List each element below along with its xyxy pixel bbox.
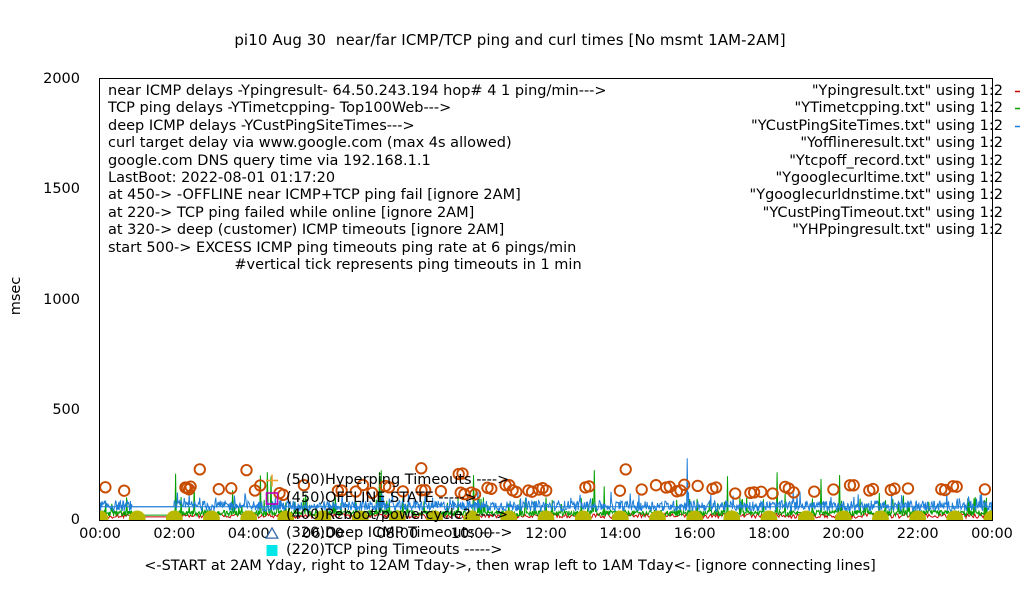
- key-sample-line-blue-icon: [1013, 118, 1020, 135]
- key-series-title: "Ygooglecurldnstime.txt" using 1:2: [749, 187, 1003, 204]
- inline-key-label: (400)Reboot/powercycle? ---->: [286, 507, 509, 524]
- x-tick-label: 12:00: [525, 526, 567, 542]
- plot-area: (500)Hyperping Timeouts ----> (450)OFFLIN…: [99, 78, 993, 558]
- key-row: google.com DNS query time via 192.168.1.…: [108, 152, 1003, 170]
- key-description: at 450-> -OFFLINE near ICMP+TCP ping fai…: [108, 187, 521, 204]
- x-tick-label: 22:00: [896, 526, 939, 542]
- key-row: curl target delay via www.google.com (ma…: [108, 135, 1003, 152]
- y-tick-label: 1000: [43, 291, 80, 308]
- plot-clip: [100, 79, 992, 520]
- inline-key-label: (220)TCP ping Timeouts ----->: [286, 542, 503, 559]
- x-tick-label: 14:00: [599, 526, 642, 542]
- plot-series-canvas: [100, 458, 992, 520]
- key-sample-open-circle-orange-icon: [1013, 170, 1020, 187]
- series-YCustPingSiteTimes: [100, 458, 992, 514]
- key-sample-open-square-magenta-icon: [1013, 135, 1020, 152]
- key-series-title: "Ygooglecurltime.txt" using 1:2: [775, 169, 1004, 186]
- key-description: google.com DNS query time via 192.168.1.…: [108, 152, 431, 169]
- key-description: #vertical tick represents ping timeouts …: [234, 256, 582, 273]
- inline-key-label: (450)OFFLINE STATE ----->: [286, 489, 477, 506]
- key-row: near ICMP delays -Ypingresult- 64.50.243…: [108, 83, 1020, 100]
- x-tick-label: 10:00: [450, 526, 493, 542]
- key-series-title: "YTimetcpping.txt" using 1:2: [794, 100, 1003, 117]
- key-row: LastBoot: 2022-08-01 01:17:20 "Ygooglecur…: [108, 169, 1003, 187]
- key-series-title: "YHPpingresult.txt" using 1:2: [792, 222, 1003, 239]
- key-series-title: "YCustPingSiteTimes.txt" using 1:2: [751, 117, 1003, 134]
- key-row: at 320-> deep (customer) ICMP timeouts […: [108, 222, 1003, 239]
- key-series-title: "Ytcpoff_record.txt" using 1:2: [789, 152, 1003, 169]
- x-tick-label: 02:00: [153, 526, 196, 542]
- key-row: start 500-> EXCESS ICMP ping timeouts pi…: [108, 240, 988, 257]
- y-tick-label: 500: [52, 401, 80, 418]
- y-tick-label: 1500: [43, 181, 80, 197]
- key-description: at 220-> TCP ping failed while online [i…: [108, 204, 475, 221]
- key-sample-filled-square-cyan-icon: [1013, 153, 1020, 170]
- key-row: #vertical tick represents ping timeouts …: [108, 257, 988, 274]
- inline-key-open-triangle-blue-icon: [260, 525, 284, 543]
- key-sample-plus-orange-icon: [1013, 222, 1020, 239]
- x-tick-label: 00:00: [971, 526, 1013, 542]
- key-description: curl target delay via www.google.com (ma…: [108, 135, 512, 152]
- x-tick-label: 06:00: [302, 526, 344, 542]
- chart-title: pi10 Aug 30 near/far ICMP/TCP ping and c…: [234, 31, 786, 49]
- key-description: near ICMP delays -Ypingresult- 64.50.243…: [108, 83, 607, 99]
- key-series-title: "Yofflineresult.txt" using 1:2: [800, 135, 1003, 152]
- key-row: deep ICMP delays -YCustPingSiteTimes--->…: [108, 117, 1020, 135]
- key-sample-open-triangle-blue-icon: [1013, 205, 1020, 222]
- key-description: LastBoot: 2022-08-01 01:17:20: [108, 169, 336, 186]
- x-tick-label: 04:00: [227, 526, 270, 542]
- key-row: TCP ping delays -YTimetcpping- Top100Web…: [108, 100, 1020, 117]
- key-sample-line-red-icon: [1013, 83, 1020, 100]
- x-tick-label: 16:00: [673, 526, 716, 542]
- series-Ygooglecurltime: [100, 462, 992, 501]
- key-sample-line-green-icon: [1013, 100, 1020, 117]
- inline-key-open-square-magenta-icon: [260, 490, 284, 508]
- key-description: at 320-> deep (customer) ICMP timeouts […: [108, 222, 505, 239]
- inline-key-filled-square-cyan-icon: [260, 542, 284, 560]
- key-series-title: "Ypingresult.txt" using 1:2: [811, 83, 1003, 99]
- series-Ygooglecurldnstime: [100, 510, 992, 520]
- x-tick-label: 18:00: [748, 526, 790, 542]
- x-axis-caption: <-START at 2AM Yday, right to 12AM Tday-…: [144, 558, 876, 574]
- x-tick-label: 20:00: [822, 526, 865, 542]
- key-row: at 450-> -OFFLINE near ICMP+TCP ping fai…: [108, 187, 1003, 204]
- y-tick-label: 0: [70, 511, 80, 528]
- key-description: TCP ping delays -YTimetcpping- Top100Web…: [108, 100, 452, 117]
- key-series-title: "YCustPingTimeout.txt" using 1:2: [762, 204, 1003, 221]
- x-tick-label: 00:00: [79, 526, 121, 542]
- y-tick-label: 2000: [43, 70, 80, 87]
- inline-key-label: (500)Hyperping Timeouts ---->: [286, 472, 510, 488]
- plot-key: near ICMP delays -Ypingresult- 64.50.243…: [108, 83, 1020, 274]
- key-sample-filled-circle-olive-icon: [1013, 187, 1020, 204]
- key-row: at 220-> TCP ping failed while online [i…: [108, 204, 1003, 222]
- key-description: deep ICMP delays -YCustPingSiteTimes--->: [108, 117, 415, 134]
- x-tick-label: 08:00: [376, 526, 419, 542]
- inline-key-label: (320)Deep ICMP Timeouts ---->: [286, 524, 513, 541]
- inline-key-plus-orange-icon: [260, 472, 284, 490]
- key-description: start 500-> EXCESS ICMP ping timeouts pi…: [108, 239, 577, 256]
